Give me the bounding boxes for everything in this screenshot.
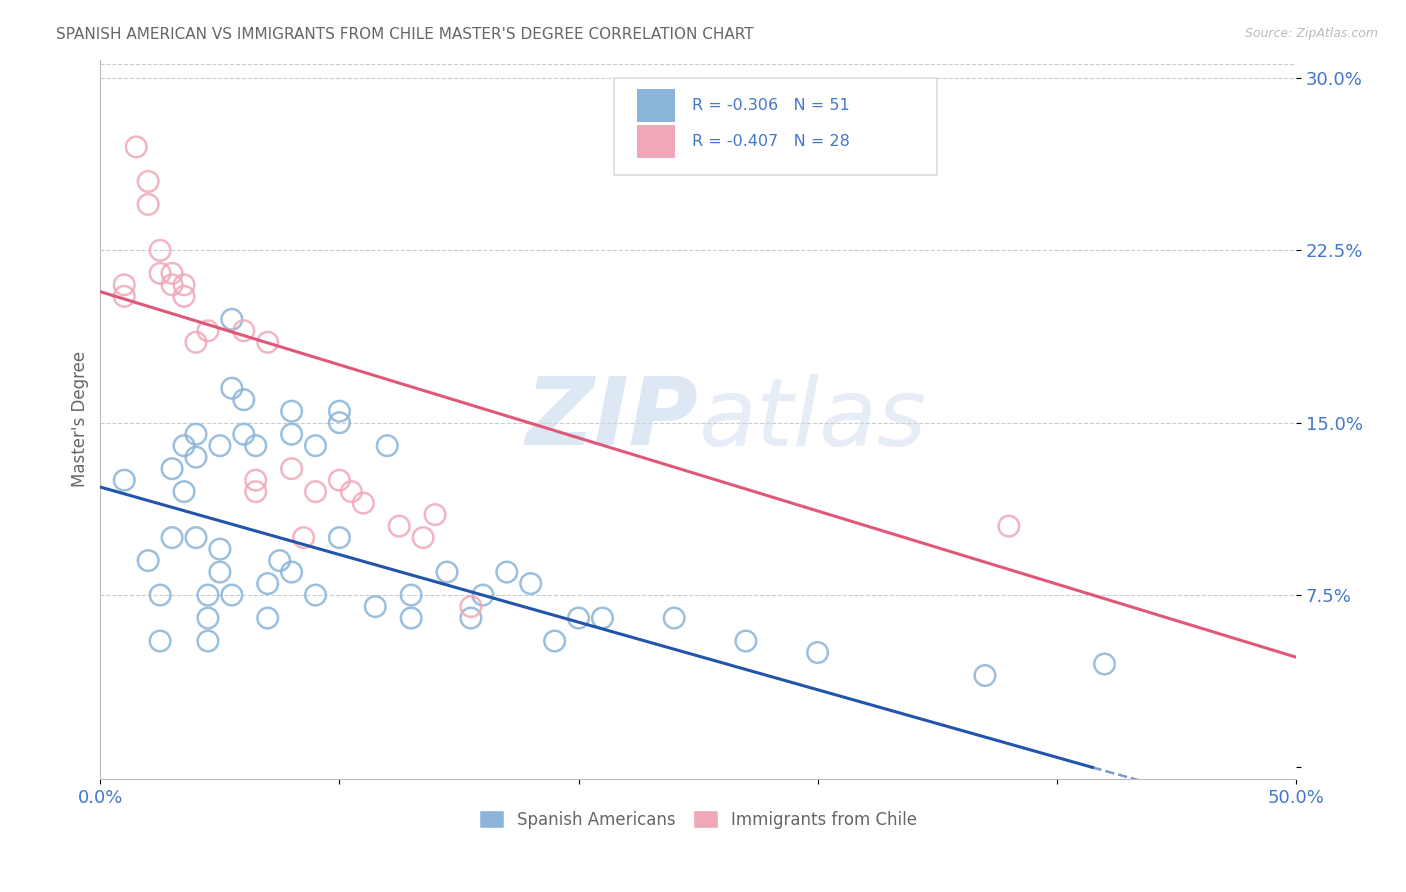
Point (149, 266, 172, 280)
Point (160, 277, 183, 292)
Point (998, 519, 1021, 533)
Point (256, 576, 278, 591)
Point (304, 588, 326, 602)
Text: atlas: atlas (697, 374, 927, 465)
Y-axis label: Master's Degree: Master's Degree (72, 351, 89, 487)
Legend: Spanish Americans, Immigrants from Chile: Spanish Americans, Immigrants from Chile (472, 804, 924, 835)
Point (245, 439, 267, 453)
Point (160, 266, 183, 280)
Point (328, 404, 350, 418)
Point (197, 611, 219, 625)
Text: ZIP: ZIP (526, 373, 697, 466)
Point (423, 508, 446, 522)
Point (399, 588, 422, 602)
Text: R = -0.306   N = 51: R = -0.306 N = 51 (692, 98, 849, 113)
Point (208, 565, 231, 579)
Point (269, 553, 291, 567)
Point (184, 335, 207, 350)
Point (112, 277, 135, 292)
Point (184, 450, 207, 465)
Point (221, 312, 243, 326)
Point (460, 611, 482, 625)
Point (471, 588, 494, 602)
Point (149, 244, 172, 258)
Point (136, 197, 159, 211)
Point (256, 611, 278, 625)
Point (460, 599, 482, 614)
Point (160, 531, 183, 545)
Point (388, 519, 411, 533)
Point (256, 335, 278, 350)
Point (807, 646, 830, 660)
Point (160, 461, 183, 475)
Point (197, 588, 219, 602)
Point (328, 473, 350, 487)
Point (173, 484, 195, 499)
Point (495, 565, 517, 579)
Text: Source: ZipAtlas.com: Source: ZipAtlas.com (1244, 27, 1378, 40)
Point (149, 634, 172, 648)
Point (352, 496, 374, 510)
Point (304, 484, 326, 499)
Point (735, 634, 758, 648)
Point (974, 668, 997, 682)
Point (221, 588, 243, 602)
FancyBboxPatch shape (637, 125, 675, 158)
Point (662, 611, 685, 625)
Point (173, 289, 195, 303)
Point (208, 542, 231, 557)
Point (340, 484, 363, 499)
Point (173, 439, 195, 453)
FancyBboxPatch shape (637, 89, 675, 122)
Point (173, 277, 195, 292)
Point (280, 461, 302, 475)
Point (375, 439, 398, 453)
Point (184, 531, 207, 545)
Point (412, 531, 434, 545)
Point (184, 427, 207, 442)
Point (149, 588, 172, 602)
Point (245, 484, 267, 499)
FancyBboxPatch shape (614, 78, 938, 175)
Point (208, 439, 231, 453)
Point (519, 576, 541, 591)
Point (112, 289, 135, 303)
Point (125, 140, 148, 154)
Point (591, 611, 613, 625)
Point (280, 427, 302, 442)
Point (136, 553, 159, 567)
Text: SPANISH AMERICAN VS IMMIGRANTS FROM CHILE MASTER'S DEGREE CORRELATION CHART: SPANISH AMERICAN VS IMMIGRANTS FROM CHIL… (56, 27, 754, 42)
Point (136, 174, 159, 188)
Point (221, 381, 243, 395)
Point (328, 531, 350, 545)
Point (436, 565, 458, 579)
Text: R = -0.407   N = 28: R = -0.407 N = 28 (692, 134, 851, 149)
Point (304, 439, 326, 453)
Point (1094, 657, 1116, 671)
Point (232, 392, 254, 407)
Point (197, 324, 219, 338)
Point (399, 611, 422, 625)
Point (232, 427, 254, 442)
Point (280, 404, 302, 418)
Point (232, 324, 254, 338)
Point (280, 565, 302, 579)
Point (245, 473, 267, 487)
Point (328, 416, 350, 430)
Point (543, 634, 565, 648)
Point (197, 634, 219, 648)
Point (112, 473, 135, 487)
Point (567, 611, 589, 625)
Point (364, 599, 387, 614)
Point (292, 531, 315, 545)
